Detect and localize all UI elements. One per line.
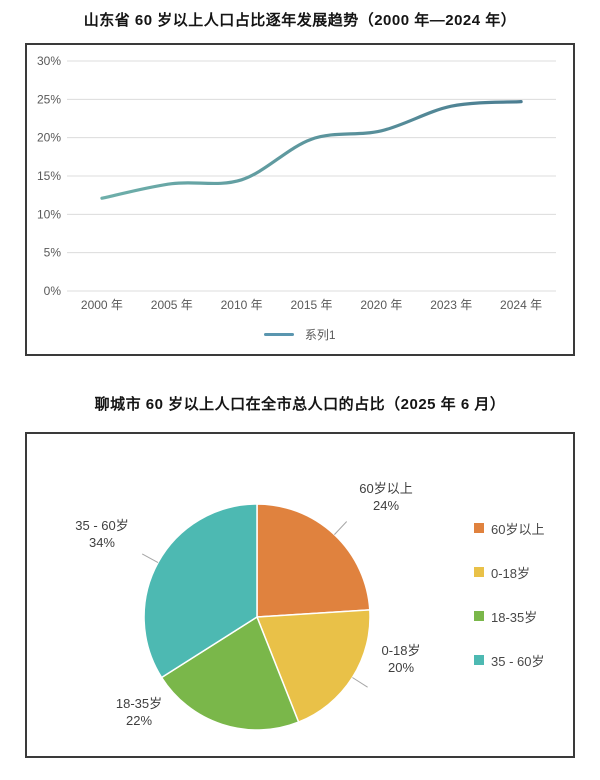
y-tick-label: 30%	[37, 54, 61, 68]
line-chart-svg: 0% 5% 10% 15% 20% 25% 30% 2000 年 2005 年 2010 年 201…	[37, 54, 556, 312]
y-tick-label: 20%	[37, 131, 61, 145]
pie-slice	[255, 609, 371, 724]
legend-label-60plus: 60岁以上	[491, 521, 545, 537]
pie-chart-title: 聊城市 60 岁以上人口在全市总人口的占比（2025 年 6 月）	[94, 396, 506, 413]
pie-label-18-35-value: 22%	[125, 713, 153, 728]
series1-legend-line-icon	[264, 333, 295, 336]
pie-chart-panel: 60岁以上 24% 0-18岁 20% 18-35岁 22% 35 - 60岁 …	[25, 432, 575, 758]
pie-label-18-35-text: 18-35岁	[115, 696, 163, 712]
y-tick-label: 25%	[37, 92, 61, 106]
pie-label-35-60: 35 - 60岁 34%	[75, 518, 128, 552]
y-tick-label: 0%	[44, 284, 62, 298]
pie-slice	[256, 503, 371, 618]
x-tick-label: 2010 年	[221, 298, 263, 312]
pie-label-35-60-text: 35 - 60岁	[75, 518, 129, 534]
legend-swatch-18-35-icon	[474, 611, 484, 621]
pie-leader-line	[141, 553, 159, 564]
legend-label-18-35: 18-35岁	[491, 609, 538, 625]
pie-label-0-18: 0-18岁 20%	[381, 643, 420, 677]
y-tick-label: 10%	[37, 207, 61, 221]
legend-swatch-0-18-icon	[474, 567, 484, 577]
pie-chart-svg	[141, 503, 371, 731]
pie-leader-line	[334, 521, 348, 535]
legend-item-60plus: 60岁以上	[474, 520, 545, 537]
legend-label-35-60: 35 - 60岁	[491, 653, 545, 669]
line-chart-legend: 系列1	[27, 326, 573, 343]
pie-leader-line	[352, 677, 368, 688]
x-tick-label: 2024 年	[500, 298, 542, 312]
pie-chart-legend: 60岁以上 0-18岁 18-35岁 35 - 60岁	[474, 520, 544, 696]
pie-label-0-18-value: 20%	[387, 660, 415, 675]
pie-label-18-35: 18-35岁 22%	[116, 696, 162, 730]
pie-label-60plus-value: 24%	[372, 498, 400, 513]
legend-item-0-18: 0-18岁	[474, 564, 544, 581]
legend-swatch-60plus-icon	[474, 523, 484, 533]
legend-item-18-35: 18-35岁	[474, 608, 544, 625]
pie-slice	[160, 615, 300, 731]
legend-swatch-35-60-icon	[474, 655, 484, 665]
x-tick-label: 2020 年	[360, 298, 402, 312]
x-tick-label: 2005 年	[151, 298, 193, 312]
pie-label-60plus: 60岁以上 24%	[359, 481, 412, 515]
x-tick-label: 2015 年	[290, 298, 332, 312]
pie-label-60plus-text: 60岁以上	[359, 481, 413, 497]
series1-legend-label: 系列1	[304, 328, 336, 342]
y-tick-label: 15%	[37, 169, 61, 183]
y-tick-label: 5%	[44, 246, 62, 260]
legend-item-35-60: 35 - 60岁	[474, 652, 545, 669]
series1-line	[100, 100, 523, 200]
pie-label-0-18-text: 0-18岁	[381, 643, 421, 659]
pie-label-35-60-value: 34%	[88, 535, 116, 550]
x-tick-label: 2000 年	[81, 298, 123, 312]
line-chart-panel: 0% 5% 10% 15% 20% 25% 30% 2000 年 2005 年 2010 年 201…	[25, 43, 575, 356]
legend-label-0-18: 0-18岁	[491, 565, 531, 581]
x-tick-label: 2023 年	[430, 298, 472, 312]
line-chart-title: 山东省 60 岁以上人口占比逐年发展趋势（2000 年—2024 年）	[83, 12, 517, 29]
